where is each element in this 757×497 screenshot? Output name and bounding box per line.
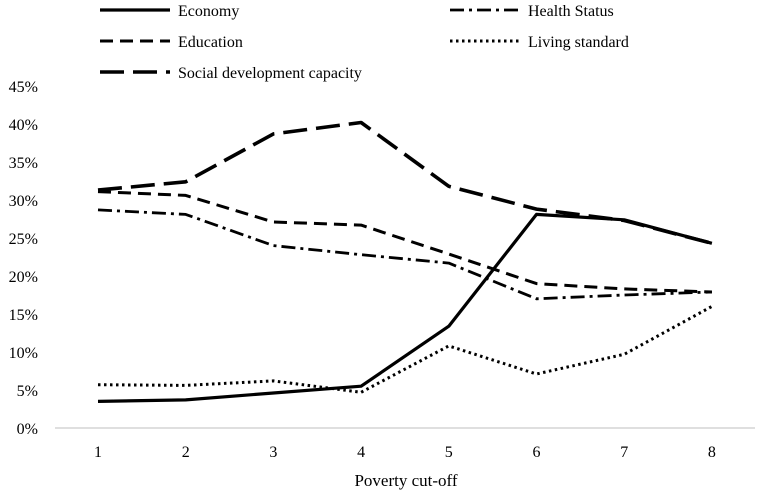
x-tick-label: 7 xyxy=(620,444,628,461)
y-tick-label: 10% xyxy=(9,345,38,362)
x-tick-label: 6 xyxy=(533,444,541,461)
legend-item: Economy xyxy=(100,3,239,20)
y-tick-label: 20% xyxy=(9,269,38,286)
y-tick-label: 35% xyxy=(9,155,38,172)
axes: 0% 5% 10% 15% 20% 25% 30% 35% 40% 45% 1 2 3 4 5 6 7 8 xyxy=(9,79,755,461)
legend-label: Social development capacity xyxy=(178,65,362,82)
legend-label: Economy xyxy=(178,3,239,20)
y-tick-label: 0% xyxy=(17,421,38,438)
legend-item: Education xyxy=(100,34,243,51)
legend-label: Living standard xyxy=(528,34,629,51)
legend-item: Health Status xyxy=(450,3,614,20)
legend-item: Living standard xyxy=(450,34,629,51)
x-tick-label: 2 xyxy=(182,444,190,461)
x-tick-label: 8 xyxy=(708,444,716,461)
series-line-economy xyxy=(97,212,713,403)
legend-item: Social development capacity xyxy=(100,65,362,82)
series-line-health-status xyxy=(97,208,712,301)
x-axis-title: Poverty cut-off xyxy=(354,471,457,490)
x-tick-label: 3 xyxy=(269,444,277,461)
legend-label: Education xyxy=(178,34,243,51)
legend: Economy Health Status Education Living stan… xyxy=(100,3,629,82)
x-tick-label: 4 xyxy=(357,444,365,461)
legend-label: Health Status xyxy=(528,3,614,20)
y-tick-label: 15% xyxy=(9,307,38,324)
x-tick-label: 5 xyxy=(445,444,453,461)
y-tick-label: 5% xyxy=(17,383,38,400)
y-tick-label: 40% xyxy=(9,117,38,134)
series-line-living-standard xyxy=(97,305,713,394)
y-tick-label: 45% xyxy=(9,79,38,96)
series-lines xyxy=(97,120,713,403)
x-tick-label: 1 xyxy=(94,444,102,461)
series-line-social-development-capacity xyxy=(97,120,713,246)
series-line-education xyxy=(97,190,712,294)
y-tick-label: 30% xyxy=(9,193,38,210)
y-tick-label: 25% xyxy=(9,231,38,248)
